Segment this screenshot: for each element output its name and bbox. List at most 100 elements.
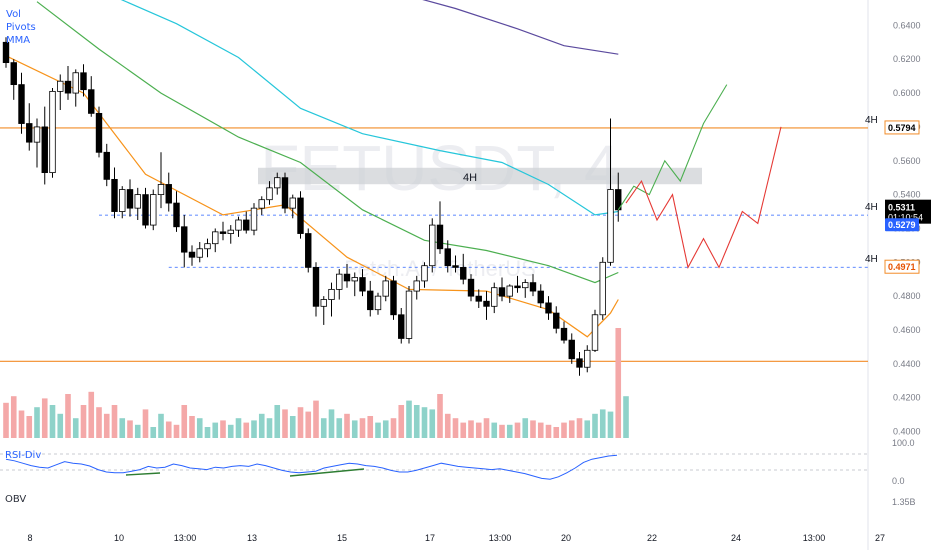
candle-body (320, 299, 327, 307)
volume-bar (111, 405, 118, 438)
candle-body (336, 273, 343, 290)
candle-body (452, 265, 459, 268)
volume-bar (607, 411, 614, 438)
candle-body (250, 207, 258, 231)
volume-bar (266, 418, 273, 438)
time-tick-label: 13:00 (803, 533, 826, 543)
candle-body (49, 90, 56, 174)
volume-bar (142, 409, 149, 438)
volume-bar (181, 405, 188, 438)
projection-bullish-path (617, 84, 728, 211)
volume-bar (413, 405, 420, 438)
volume-bar (367, 416, 374, 438)
candle-body (382, 280, 389, 297)
projection-bearish-path (625, 126, 782, 269)
volume-bar (72, 418, 79, 438)
volume-bar (10, 396, 17, 438)
candle-body (103, 151, 110, 180)
candle-body (491, 287, 498, 307)
price-tick-label: 0.5600 (893, 156, 921, 166)
candle-body (119, 189, 126, 212)
volume-bar (196, 418, 203, 438)
supply-zone-label: 4H (463, 172, 477, 184)
candle-body (33, 126, 41, 143)
candle-body (41, 126, 48, 174)
volume-bar (227, 424, 234, 438)
candle-body (235, 219, 242, 231)
candle-body (157, 184, 165, 196)
time-tick-label: 13:00 (174, 533, 197, 543)
volume-bar (514, 422, 521, 438)
indicator-legend: Vol Pivots MMA (6, 8, 36, 47)
rsi-tick-100: 100.0 (892, 438, 915, 448)
volume-bar (204, 427, 211, 438)
volume-bar (545, 424, 552, 438)
volume-bar (359, 418, 366, 438)
legend-item-vol[interactable]: Vol (6, 9, 21, 20)
candle-body (196, 248, 203, 258)
volume-bar (561, 422, 567, 438)
volume-bar (398, 405, 405, 438)
rsi-panel-label[interactable]: RSI-Div (5, 450, 42, 461)
volume-bar (429, 409, 436, 438)
badge-pivot-high-bg (885, 218, 919, 232)
legend-item-pivots[interactable]: Pivots (6, 22, 36, 33)
candle-body (181, 226, 188, 253)
volume-bar (41, 398, 48, 438)
candle-body (2, 41, 10, 64)
volume-bar (522, 418, 529, 438)
volume-bar (491, 422, 498, 438)
price-tick-label: 0.6000 (893, 88, 921, 98)
legend-item-mma[interactable]: MMA (6, 35, 31, 46)
candle-body (514, 285, 521, 289)
candle-body (460, 266, 467, 280)
candle-body (467, 278, 475, 297)
volume-bar (150, 427, 157, 438)
candle-body (568, 339, 575, 360)
volume-bar (592, 413, 598, 438)
candle-body (421, 265, 428, 282)
obv-panel-label[interactable]: OBV (5, 494, 27, 505)
volume-bar (475, 422, 482, 438)
volume-bar (65, 394, 71, 438)
volume-bar (599, 409, 606, 438)
candle-body (359, 277, 366, 292)
candle-body (405, 290, 413, 339)
candle-body (413, 280, 420, 292)
volume-bar (297, 407, 304, 438)
volume-bar (173, 424, 180, 438)
level-tag-4h: 4H (865, 115, 878, 126)
volume-bar (134, 424, 141, 438)
volume-bar (351, 420, 358, 438)
volume-bar (320, 418, 327, 438)
candle-body (150, 194, 157, 226)
volume-bar (344, 413, 350, 438)
candle-body (328, 288, 335, 300)
candle-body (243, 219, 250, 231)
time-tick-label: 17 (425, 533, 435, 543)
candle-body (553, 312, 560, 329)
volume-bar (57, 413, 64, 438)
candle-body (390, 280, 397, 316)
volume-bar (80, 405, 87, 438)
badge-support-border (884, 259, 920, 274)
badge-support: 0.4971 (888, 262, 916, 272)
candle-body (591, 314, 599, 351)
ema-purple-line (422, 0, 619, 55)
volume-bar (26, 416, 33, 438)
volume-bar (88, 391, 95, 438)
candle-body (506, 285, 513, 297)
volume-bar (444, 413, 451, 438)
candle-body (111, 178, 118, 212)
candle-body (599, 261, 606, 316)
time-tick-label: 24 (731, 533, 741, 543)
badge-support-bg (885, 260, 919, 274)
candle-body (584, 349, 591, 368)
candle-body (227, 229, 234, 234)
level-tag-4h: 4H (865, 254, 878, 265)
time-tick-label: 15 (337, 533, 347, 543)
volume-bar (406, 400, 412, 438)
candle-body (281, 177, 289, 209)
